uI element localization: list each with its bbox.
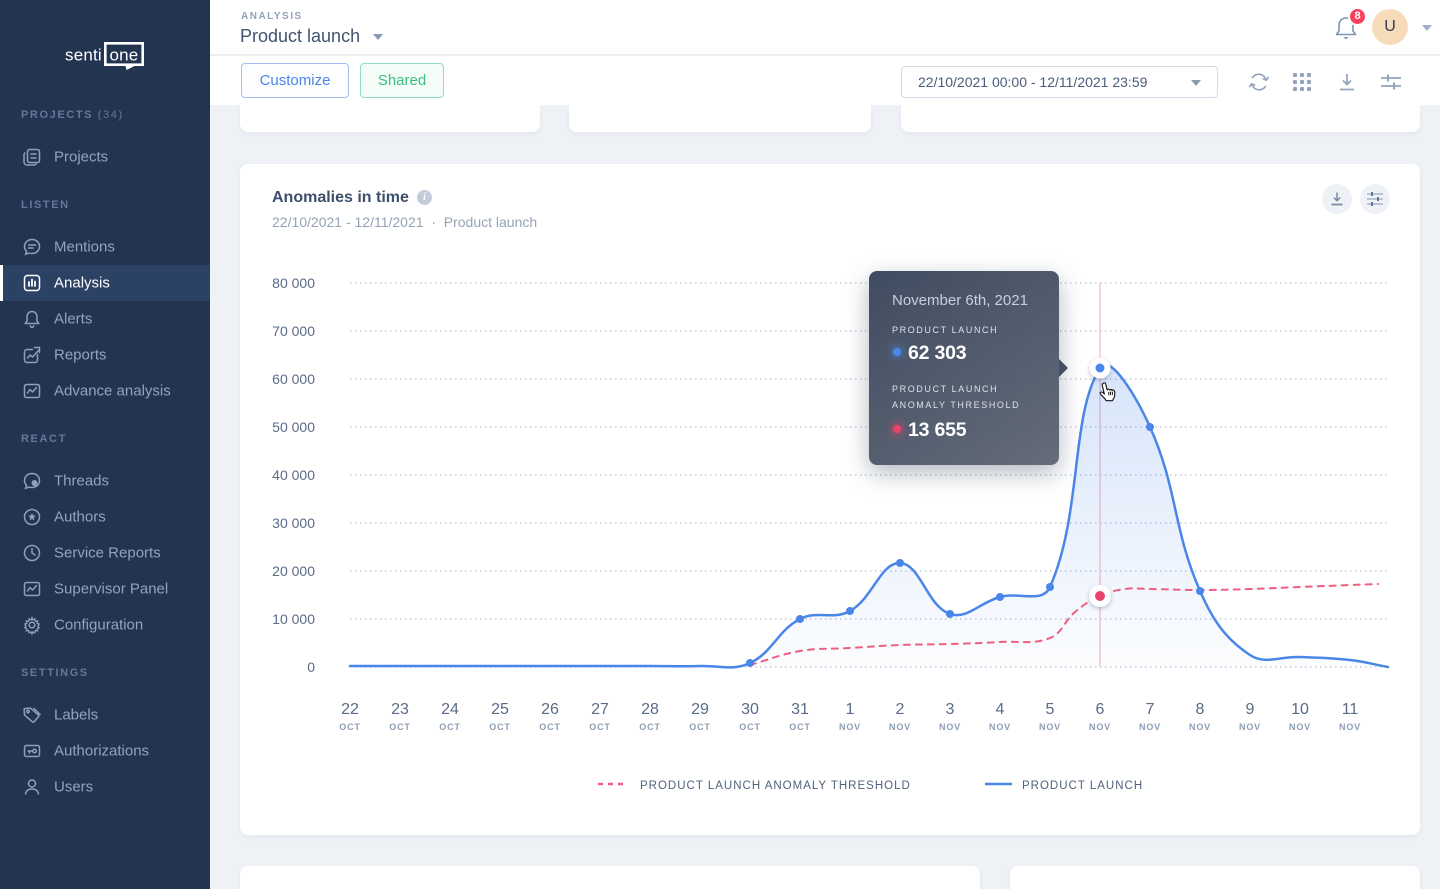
svg-text:NOV: NOV — [1339, 722, 1361, 732]
svg-text:70 000: 70 000 — [272, 323, 315, 339]
svg-text:senti: senti — [65, 46, 102, 65]
svg-text:8: 8 — [1196, 701, 1205, 718]
svg-text:0: 0 — [307, 659, 315, 675]
svg-text:25: 25 — [491, 701, 509, 718]
svg-text:1: 1 — [846, 701, 855, 718]
svg-text:6: 6 — [1096, 701, 1105, 718]
svg-text:one: one — [110, 46, 139, 65]
svg-text:31: 31 — [791, 701, 809, 718]
svg-text:10 000: 10 000 — [272, 611, 315, 627]
svg-text:OCT: OCT — [789, 722, 810, 732]
svg-text:7: 7 — [1146, 701, 1155, 718]
svg-text:9: 9 — [1246, 701, 1255, 718]
svg-text:23: 23 — [391, 701, 409, 718]
svg-text:OCT: OCT — [689, 722, 710, 732]
svg-text:NOV: NOV — [939, 722, 961, 732]
svg-text:NOV: NOV — [1139, 722, 1161, 732]
svg-text:OCT: OCT — [739, 722, 760, 732]
svg-text:NOV: NOV — [889, 722, 911, 732]
svg-text:20 000: 20 000 — [272, 563, 315, 579]
svg-text:3: 3 — [946, 701, 955, 718]
svg-text:4: 4 — [996, 701, 1005, 718]
svg-text:27: 27 — [591, 701, 609, 718]
svg-text:80 000: 80 000 — [272, 275, 315, 291]
svg-text:22: 22 — [341, 701, 359, 718]
svg-text:24: 24 — [441, 701, 459, 718]
svg-text:11: 11 — [1342, 701, 1359, 718]
svg-text:OCT: OCT — [389, 722, 410, 732]
svg-text:NOV: NOV — [1039, 722, 1061, 732]
svg-text:60 000: 60 000 — [272, 371, 315, 387]
svg-text:NOV: NOV — [1089, 722, 1111, 732]
svg-text:30: 30 — [741, 701, 759, 718]
svg-text:PRODUCT LAUNCH ANOMALY THRESHO: PRODUCT LAUNCH ANOMALY THRESHOLD — [640, 780, 911, 792]
svg-text:50 000: 50 000 — [272, 419, 315, 435]
svg-text:10: 10 — [1291, 701, 1309, 718]
svg-text:2: 2 — [896, 701, 905, 718]
svg-text:29: 29 — [691, 701, 709, 718]
svg-text:NOV: NOV — [1239, 722, 1261, 732]
svg-text:NOV: NOV — [839, 722, 861, 732]
svg-text:OCT: OCT — [439, 722, 460, 732]
svg-text:PRODUCT LAUNCH: PRODUCT LAUNCH — [1022, 780, 1143, 792]
svg-text:OCT: OCT — [489, 722, 510, 732]
svg-text:30 000: 30 000 — [272, 515, 315, 531]
svg-text:NOV: NOV — [989, 722, 1011, 732]
svg-text:OCT: OCT — [589, 722, 610, 732]
svg-text:OCT: OCT — [639, 722, 660, 732]
svg-text:NOV: NOV — [1189, 722, 1211, 732]
svg-text:28: 28 — [641, 701, 659, 718]
svg-text:40 000: 40 000 — [272, 467, 315, 483]
svg-text:OCT: OCT — [539, 722, 560, 732]
svg-text:26: 26 — [541, 701, 559, 718]
svg-text:5: 5 — [1046, 701, 1055, 718]
svg-text:NOV: NOV — [1289, 722, 1311, 732]
svg-text:OCT: OCT — [339, 722, 360, 732]
